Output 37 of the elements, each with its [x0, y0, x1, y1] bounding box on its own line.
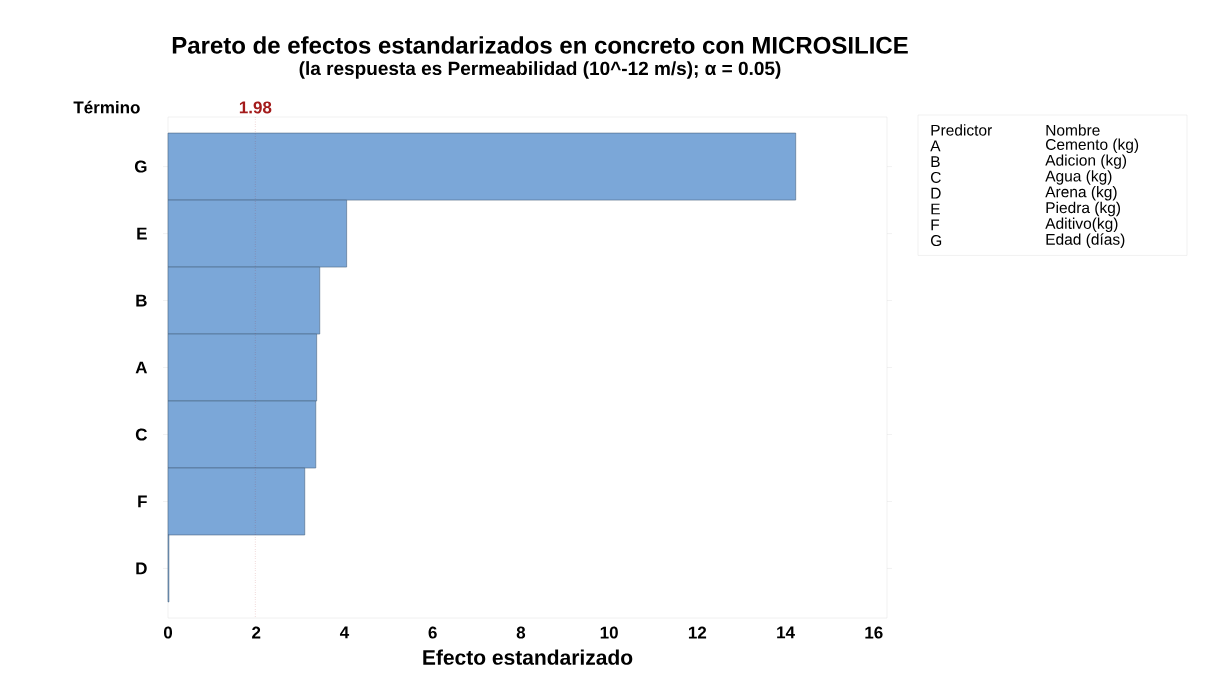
- text: D: [931, 187, 941, 199]
- text: Predictor: [931, 124, 992, 136]
- text: Agua (kg): [1045, 170, 1112, 185]
- y-tick-label: D: [136, 562, 147, 575]
- ref-line-label: 1.98: [239, 101, 272, 114]
- x-tick-label: 14: [777, 626, 795, 639]
- x-tick-label: 10: [600, 626, 618, 639]
- x-tick-label: 16: [865, 626, 883, 639]
- y-axis-title: Término: [73, 100, 140, 114]
- x-axis-title: Efecto estandarizado: [423, 649, 633, 665]
- x-tick-label: 12: [688, 626, 707, 639]
- text: Piedra (kg): [1046, 201, 1121, 217]
- x-tick-label: 8: [516, 626, 526, 639]
- y-tick-label: E: [137, 227, 147, 240]
- text: F: [931, 219, 940, 231]
- text: C: [931, 171, 941, 183]
- x-tick-label: 2: [252, 626, 261, 639]
- text: Aditivo(kg): [1045, 217, 1118, 233]
- text: Cemento (kg): [1046, 138, 1139, 154]
- x-tick-label: 6: [428, 626, 437, 639]
- text: A: [930, 140, 941, 152]
- x-tick-label: 4: [339, 626, 350, 639]
- text: B: [931, 156, 940, 167]
- text: Adicion (kg): [1045, 154, 1127, 169]
- text: Arena (kg): [1045, 185, 1117, 201]
- y-tick-label: C: [135, 428, 147, 441]
- chart-subtitle: (la respuesta es Permeabilidad (10^-12 m/s); α = 0.05): [299, 61, 781, 79]
- chart-title: Pareto de efectos estandarizados en concreto con MICROSILICE: [172, 36, 908, 54]
- x-tick-label: 0: [163, 626, 173, 639]
- text: E: [931, 203, 940, 215]
- y-tick-label: A: [135, 361, 148, 374]
- y-tick-label: F: [138, 495, 147, 508]
- text: Edad (días): [1046, 233, 1125, 248]
- y-tick-label: B: [136, 294, 147, 307]
- text: G: [931, 235, 942, 247]
- text: Nombre: [1046, 124, 1100, 136]
- y-tick-label: G: [134, 160, 147, 173]
